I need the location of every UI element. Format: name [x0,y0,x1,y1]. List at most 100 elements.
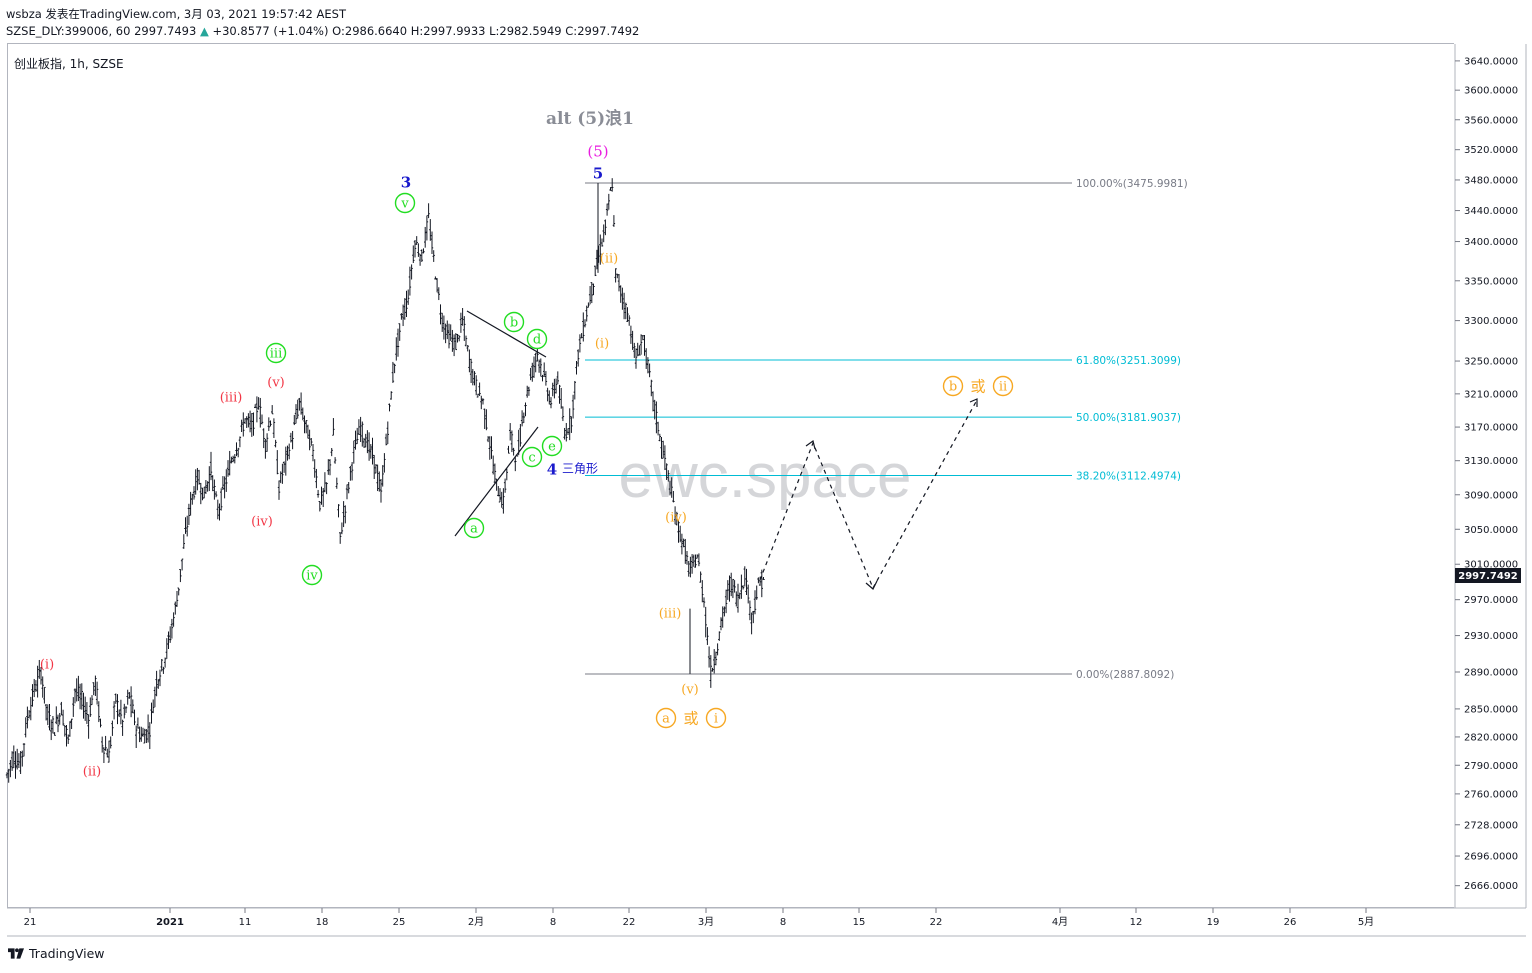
candlestick-series [5,178,765,783]
price-tick-label: 2970.0000 [1464,595,1518,606]
price-tick-label: 2728.0000 [1464,820,1518,831]
wave-label-circle [503,311,525,333]
symbol-label: 创业板指, 1h, SZSE [14,57,124,71]
wave-label-circle [942,375,964,397]
time-tick-label: 25 [393,917,406,928]
wave-label-circle [526,328,548,350]
wave-label: 或 [683,709,698,727]
price-tick-label: 3350.0000 [1464,276,1518,287]
wave-label: (ii) [83,765,101,780]
wave-label: iii [270,347,282,362]
wave-label: iv [306,569,318,584]
low-value: 2982.5949 [499,24,562,38]
wave-label: 5 [593,164,603,182]
price-tick-label: 2820.0000 [1464,732,1518,743]
time-tick-label: 22 [930,917,943,928]
fib-level-label: 61.80%(3251.3099) [1076,355,1181,367]
time-tick-label: 21 [24,917,37,928]
tradingview-logo-text: TradingView [29,946,105,961]
price-tick-label: 3520.0000 [1464,145,1518,156]
price-tick-label: 2666.0000 [1464,881,1518,892]
symbol-code: SZSE_DLY:399006, 60 [6,24,131,38]
time-tick-label: 12 [1130,917,1143,928]
fib-level-label: 100.00%(3475.9981) [1076,178,1188,190]
wave-label: a [470,522,478,537]
time-tick-label: 8 [780,917,786,928]
price-tick-label: 3640.0000 [1464,56,1518,67]
price-tick-label: 3440.0000 [1464,206,1518,217]
time-tick-label: 22 [623,917,636,928]
wave-label: alt (5)浪1 [546,108,634,129]
time-tick-label: 3月 [698,916,714,928]
wave-label: v [400,197,409,212]
price-tick-label: 3560.0000 [1464,115,1518,126]
wave-label: (5) [587,142,608,160]
time-axis[interactable]: 21 2021 11 18 25 2月 8 22 3月 8 15 22 4月 12 19 26 5月 [24,908,1375,928]
fib-level-label: 0.00%(2887.8092) [1076,669,1174,681]
high-value: 2997.9933 [423,24,486,38]
price-tick-label: 2790.0000 [1464,761,1518,772]
tradingview-logo[interactable]: TradingView [8,946,105,961]
wave-label: (iii) [220,391,243,406]
time-tick-label: 2月 [468,916,484,928]
wave-label-circle [521,446,543,468]
time-tick-label: 11 [239,917,252,928]
price-tick-label: 3480.0000 [1464,175,1518,186]
close-value: 2997.7492 [577,24,640,38]
fibonacci-retracement[interactable]: 100.00%(3475.9981) 61.80%(3251.3099) 50.00… [585,178,1188,681]
price-tick-label: 3050.0000 [1464,525,1518,536]
projection-path[interactable] [759,399,978,590]
price-tick-label: 2760.0000 [1464,789,1518,800]
wave-label: 三角形 [562,461,598,475]
ohlc-bar: SZSE_DLY:399006, 60 2997.7493 ▲ +30.8577… [6,24,639,38]
low-label: L: [489,24,500,38]
price-axis[interactable]: 3640.0000 3600.0000 3560.0000 3520.0000 3480… [1455,56,1518,892]
wave-label-circle [705,707,727,729]
projection-arrow-icon [805,439,816,450]
wave-label: 4 [547,460,557,478]
wave-label: (v) [267,376,285,391]
time-tick-label: 18 [316,917,329,928]
price-tick-label: 2696.0000 [1464,852,1518,863]
time-tick-label: 2021 [156,917,184,928]
last-price-label: 2997.7492 [1458,571,1518,582]
price-tick-label: 3300.0000 [1464,316,1518,327]
watermark: ewc.space [619,442,912,511]
wave-label: (i) [40,658,54,673]
time-tick-label: 5月 [1358,916,1374,928]
price-tick-label: 3400.0000 [1464,237,1518,248]
triangle-lower-line[interactable] [454,426,539,537]
open-value: 2986.6640 [344,24,408,38]
wave-label-circle [655,707,677,729]
time-tick-label: 15 [853,917,866,928]
triangle-upper-line[interactable] [466,310,547,358]
time-tick-label: 8 [550,917,556,928]
wave-label: 或 [970,377,985,395]
wave-label: (iv) [665,511,687,526]
time-tick-label: 26 [1284,917,1297,928]
fib-level-label: 38.20%(3112.4974) [1076,471,1181,483]
wave-label: b [510,316,518,331]
wave-label: (iv) [251,515,273,530]
wave-label-circle [541,435,563,457]
price-tick-label: 2850.0000 [1464,704,1518,715]
last-value: 2997.7493 [134,24,197,38]
time-tick-label: 4月 [1052,916,1068,928]
change-arrow-icon: ▲ [199,24,209,38]
price-tick-label: 2930.0000 [1464,631,1518,642]
close-label: C: [565,24,578,38]
wave-label: d [533,333,541,348]
wave-label: ii [999,380,1007,395]
wave-label: a [662,712,670,727]
wave-label-circle [265,342,287,364]
fib-level-label: 50.00%(3181.9037) [1076,412,1181,424]
wave-label-circle [992,375,1014,397]
price-tick-label: 2890.0000 [1464,667,1518,678]
price-tick-label: 3600.0000 [1464,86,1518,97]
wave-label: b [949,380,957,395]
wave-label: (v) [681,683,699,698]
wave-label-circle [394,192,416,214]
wave-label: e [548,440,556,455]
